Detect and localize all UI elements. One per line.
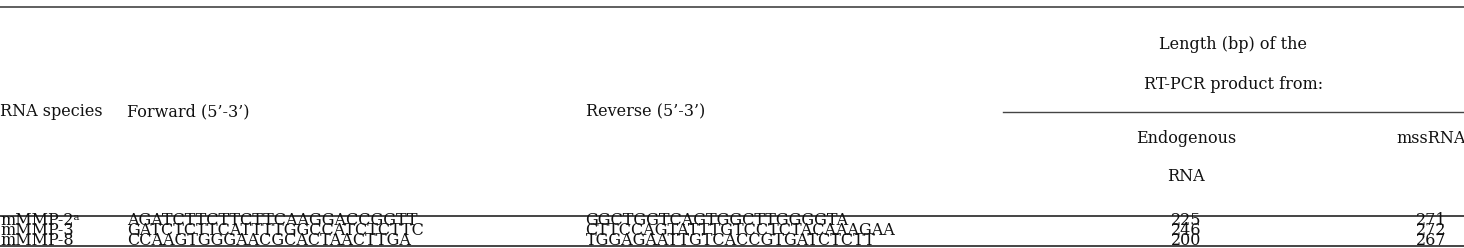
Text: RT-PCR product from:: RT-PCR product from: xyxy=(1143,76,1323,93)
Text: GATCTCTTCATTTTGGCCATCTCTTC: GATCTCTTCATTTTGGCCATCTCTTC xyxy=(127,222,425,239)
Text: RNA species: RNA species xyxy=(0,103,102,120)
Text: CTTCCAGTATTTGTCCTCTACAAAGAA: CTTCCAGTATTTGTCCTCTACAAAGAA xyxy=(586,222,896,239)
Text: 271: 271 xyxy=(1416,212,1446,229)
Text: mMMP-3: mMMP-3 xyxy=(0,222,73,239)
Text: mMMP-8: mMMP-8 xyxy=(0,232,73,248)
Text: 267: 267 xyxy=(1416,232,1446,248)
Text: Reverse (5’-3’): Reverse (5’-3’) xyxy=(586,103,704,120)
Text: CCAAGTGGGAACGCACTAACTTGA: CCAAGTGGGAACGCACTAACTTGA xyxy=(127,232,411,248)
Text: GGCTGGTCAGTGGCTTGGGGTA: GGCTGGTCAGTGGCTTGGGGTA xyxy=(586,212,849,229)
Text: mMMP-2ᵃ: mMMP-2ᵃ xyxy=(0,212,79,229)
Text: Forward (5’-3’): Forward (5’-3’) xyxy=(127,103,250,120)
Text: RNA: RNA xyxy=(1167,168,1205,185)
Text: 200: 200 xyxy=(1171,232,1200,248)
Text: 272: 272 xyxy=(1416,222,1446,239)
Text: TGGAGAATTGTCACCGTGATCTCTT: TGGAGAATTGTCACCGTGATCTCTT xyxy=(586,232,875,248)
Text: mssRNA: mssRNA xyxy=(1397,130,1464,147)
Text: 246: 246 xyxy=(1171,222,1200,239)
Text: AGATCTTCTTCTTCAAGGACCGGTT: AGATCTTCTTCTTCAAGGACCGGTT xyxy=(127,212,417,229)
Text: Endogenous: Endogenous xyxy=(1136,130,1236,147)
Text: Length (bp) of the: Length (bp) of the xyxy=(1159,36,1307,53)
Text: 225: 225 xyxy=(1171,212,1200,229)
